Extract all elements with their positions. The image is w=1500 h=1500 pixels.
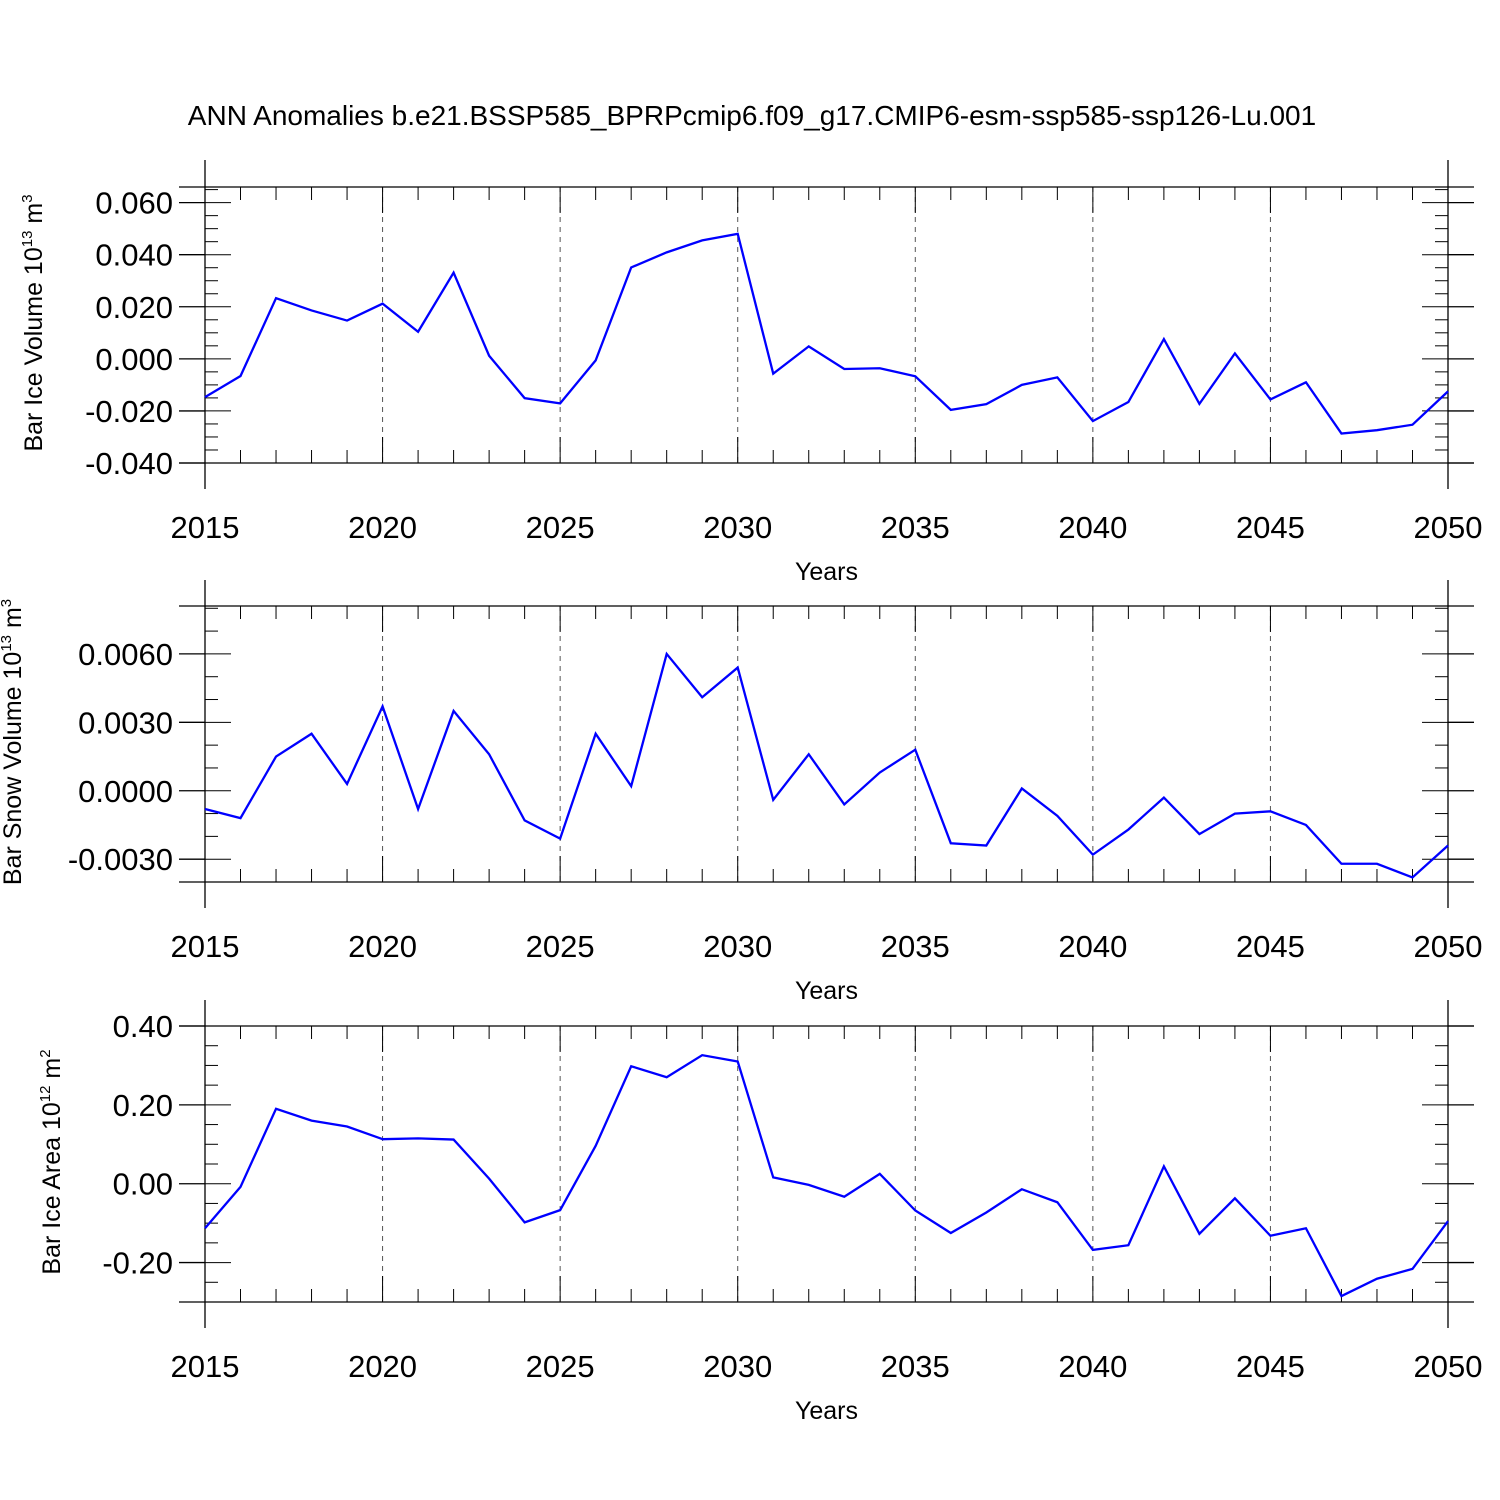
y-tick-label: 0.020 xyxy=(95,290,173,325)
y-tick-label: -0.040 xyxy=(85,446,173,481)
chart-panel-2: -0.0030 0.0000 0.0030 0.0060 2015 2020 2025 203… xyxy=(0,580,1482,1005)
x-tick-label: 2015 xyxy=(171,929,240,964)
y-tick-label: 0.060 xyxy=(95,186,173,221)
x-tick-label: 2035 xyxy=(881,510,950,545)
y-axis-title-unit-exp: 3 xyxy=(0,599,15,607)
y-axis-title: Bar Snow Volume 1013 m3 xyxy=(0,599,27,885)
x-tick-label: 2045 xyxy=(1236,1349,1305,1384)
y-axis-title-exp: 13 xyxy=(19,231,36,248)
x-tick-label: 2030 xyxy=(703,1349,772,1384)
y-tick-label: 0.0060 xyxy=(78,637,173,672)
y-axis-title: Bar Ice Area 1012 m2 xyxy=(37,1049,66,1274)
y-tick-label: 0.0000 xyxy=(78,774,173,809)
x-tick-label: 2020 xyxy=(348,1349,417,1384)
chart-panel-3: -0.20 0.00 0.20 0.40 2015 2020 2025 2030 2035 204… xyxy=(37,1000,1482,1425)
y-axis-title-unit: m xyxy=(20,203,48,231)
y-tick-label: 0.40 xyxy=(113,1009,173,1044)
x-tick-label: 2045 xyxy=(1236,929,1305,964)
series-line xyxy=(204,651,1449,879)
x-tick-label: 2040 xyxy=(1058,510,1127,545)
y-axis-title-unit: m xyxy=(0,607,27,635)
x-tick-label: 2035 xyxy=(881,929,950,964)
y-axis-title-text: Bar Ice Volume 10 xyxy=(20,247,48,451)
y-tick-label: -0.020 xyxy=(85,394,173,429)
y-axis-title: Bar Ice Volume 1013 m3 xyxy=(19,194,48,451)
x-axis-title: Years xyxy=(795,977,858,1005)
y-tick-label: 0.00 xyxy=(113,1167,173,1202)
y-axis-title-exp: 12 xyxy=(37,1086,54,1103)
y-axis-title-unit-exp: 2 xyxy=(37,1049,54,1057)
y-tick-label: -0.0030 xyxy=(68,842,173,877)
x-tick-label: 2050 xyxy=(1414,1349,1483,1384)
x-tick-label: 2015 xyxy=(171,1349,240,1384)
x-tick-label: 2030 xyxy=(703,929,772,964)
x-tick-label: 2035 xyxy=(881,1349,950,1384)
y-tick-label: 0.000 xyxy=(95,342,173,377)
x-tick-label: 2050 xyxy=(1414,510,1483,545)
chart-panel-1: -0.040 -0.020 0.000 0.020 0.040 0.060 2015 2020… xyxy=(19,160,1482,586)
y-tick-label: 0.0030 xyxy=(78,705,173,740)
chart-title: ANN Anomalies b.e21.BSSP585_BPRPcmip6.f0… xyxy=(188,100,1316,131)
x-axis-title: Years xyxy=(795,1397,858,1425)
x-tick-label: 2040 xyxy=(1058,1349,1127,1384)
x-tick-label: 2020 xyxy=(348,510,417,545)
y-axis-title-text: Bar Ice Area 10 xyxy=(38,1102,66,1274)
y-axis-title-text: Bar Snow Volume 10 xyxy=(0,652,27,885)
y-tick-label: -0.20 xyxy=(102,1246,173,1281)
y-axis-title-exp: 13 xyxy=(0,635,15,652)
series-line xyxy=(204,232,1449,435)
y-tick-label: 0.040 xyxy=(95,238,173,273)
x-tick-label: 2045 xyxy=(1236,510,1305,545)
x-tick-label: 2050 xyxy=(1414,929,1483,964)
x-tick-label: 2020 xyxy=(348,929,417,964)
x-tick-label: 2025 xyxy=(526,929,595,964)
x-tick-label: 2040 xyxy=(1058,929,1127,964)
x-tick-label: 2015 xyxy=(171,510,240,545)
series-line xyxy=(204,1053,1449,1298)
y-tick-label: 0.20 xyxy=(113,1088,173,1123)
x-tick-label: 2025 xyxy=(526,510,595,545)
x-axis-title: Years xyxy=(795,558,858,586)
y-axis-title-unit: m xyxy=(38,1058,66,1086)
x-tick-label: 2025 xyxy=(526,1349,595,1384)
y-axis-title-unit-exp: 3 xyxy=(19,194,36,202)
x-tick-label: 2030 xyxy=(703,510,772,545)
